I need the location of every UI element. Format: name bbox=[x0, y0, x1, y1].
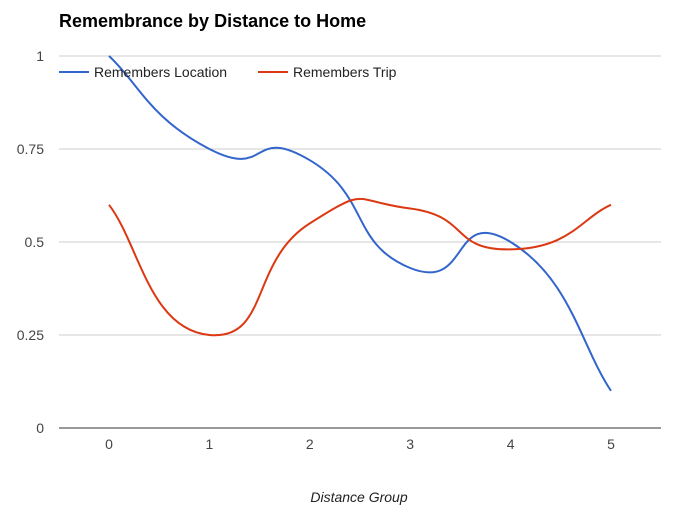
data-point[interactable] bbox=[106, 53, 112, 59]
y-tick-label: 0.5 bbox=[25, 234, 45, 250]
x-tick-label: 2 bbox=[306, 436, 314, 452]
data-point[interactable] bbox=[307, 157, 313, 163]
x-tick-label: 4 bbox=[507, 436, 515, 452]
data-point[interactable] bbox=[206, 146, 212, 152]
data-point[interactable] bbox=[508, 239, 514, 245]
x-tick-label: 5 bbox=[607, 436, 615, 452]
data-point[interactable] bbox=[106, 202, 112, 208]
series-remembers-location bbox=[106, 53, 614, 394]
legend[interactable]: Remembers Location Remembers Trip bbox=[59, 64, 397, 80]
y-axis-ticks: 0 0.25 0.5 0.75 1 bbox=[17, 48, 44, 436]
gridlines bbox=[59, 55, 661, 429]
data-point[interactable] bbox=[608, 202, 614, 208]
data-point[interactable] bbox=[407, 206, 413, 212]
y-tick-label: 0 bbox=[36, 420, 44, 436]
legend-item[interactable]: Remembers Location bbox=[59, 64, 227, 80]
x-tick-label: 1 bbox=[206, 436, 214, 452]
series-remembers-trip bbox=[106, 197, 614, 338]
chart-title: Remembrance by Distance to Home bbox=[59, 11, 366, 31]
x-axis-ticks: 0 1 2 3 4 5 bbox=[105, 436, 615, 452]
y-tick-label: 0.25 bbox=[17, 327, 44, 343]
x-tick-label: 3 bbox=[406, 436, 414, 452]
data-point[interactable] bbox=[608, 388, 614, 394]
legend-label: Remembers Trip bbox=[293, 64, 397, 80]
data-point[interactable] bbox=[508, 246, 514, 252]
y-tick-label: 1 bbox=[36, 48, 44, 64]
legend-label: Remembers Location bbox=[94, 64, 227, 80]
x-axis-title: Distance Group bbox=[310, 489, 407, 505]
data-point[interactable] bbox=[307, 220, 313, 226]
legend-item[interactable]: Remembers Trip bbox=[258, 64, 397, 80]
data-point[interactable] bbox=[206, 332, 212, 338]
series-line[interactable] bbox=[108, 55, 612, 392]
series-line[interactable] bbox=[108, 197, 612, 337]
data-point[interactable] bbox=[407, 265, 413, 271]
x-tick-label: 0 bbox=[105, 436, 113, 452]
series-lines bbox=[106, 53, 614, 394]
y-tick-label: 0.75 bbox=[17, 141, 44, 157]
